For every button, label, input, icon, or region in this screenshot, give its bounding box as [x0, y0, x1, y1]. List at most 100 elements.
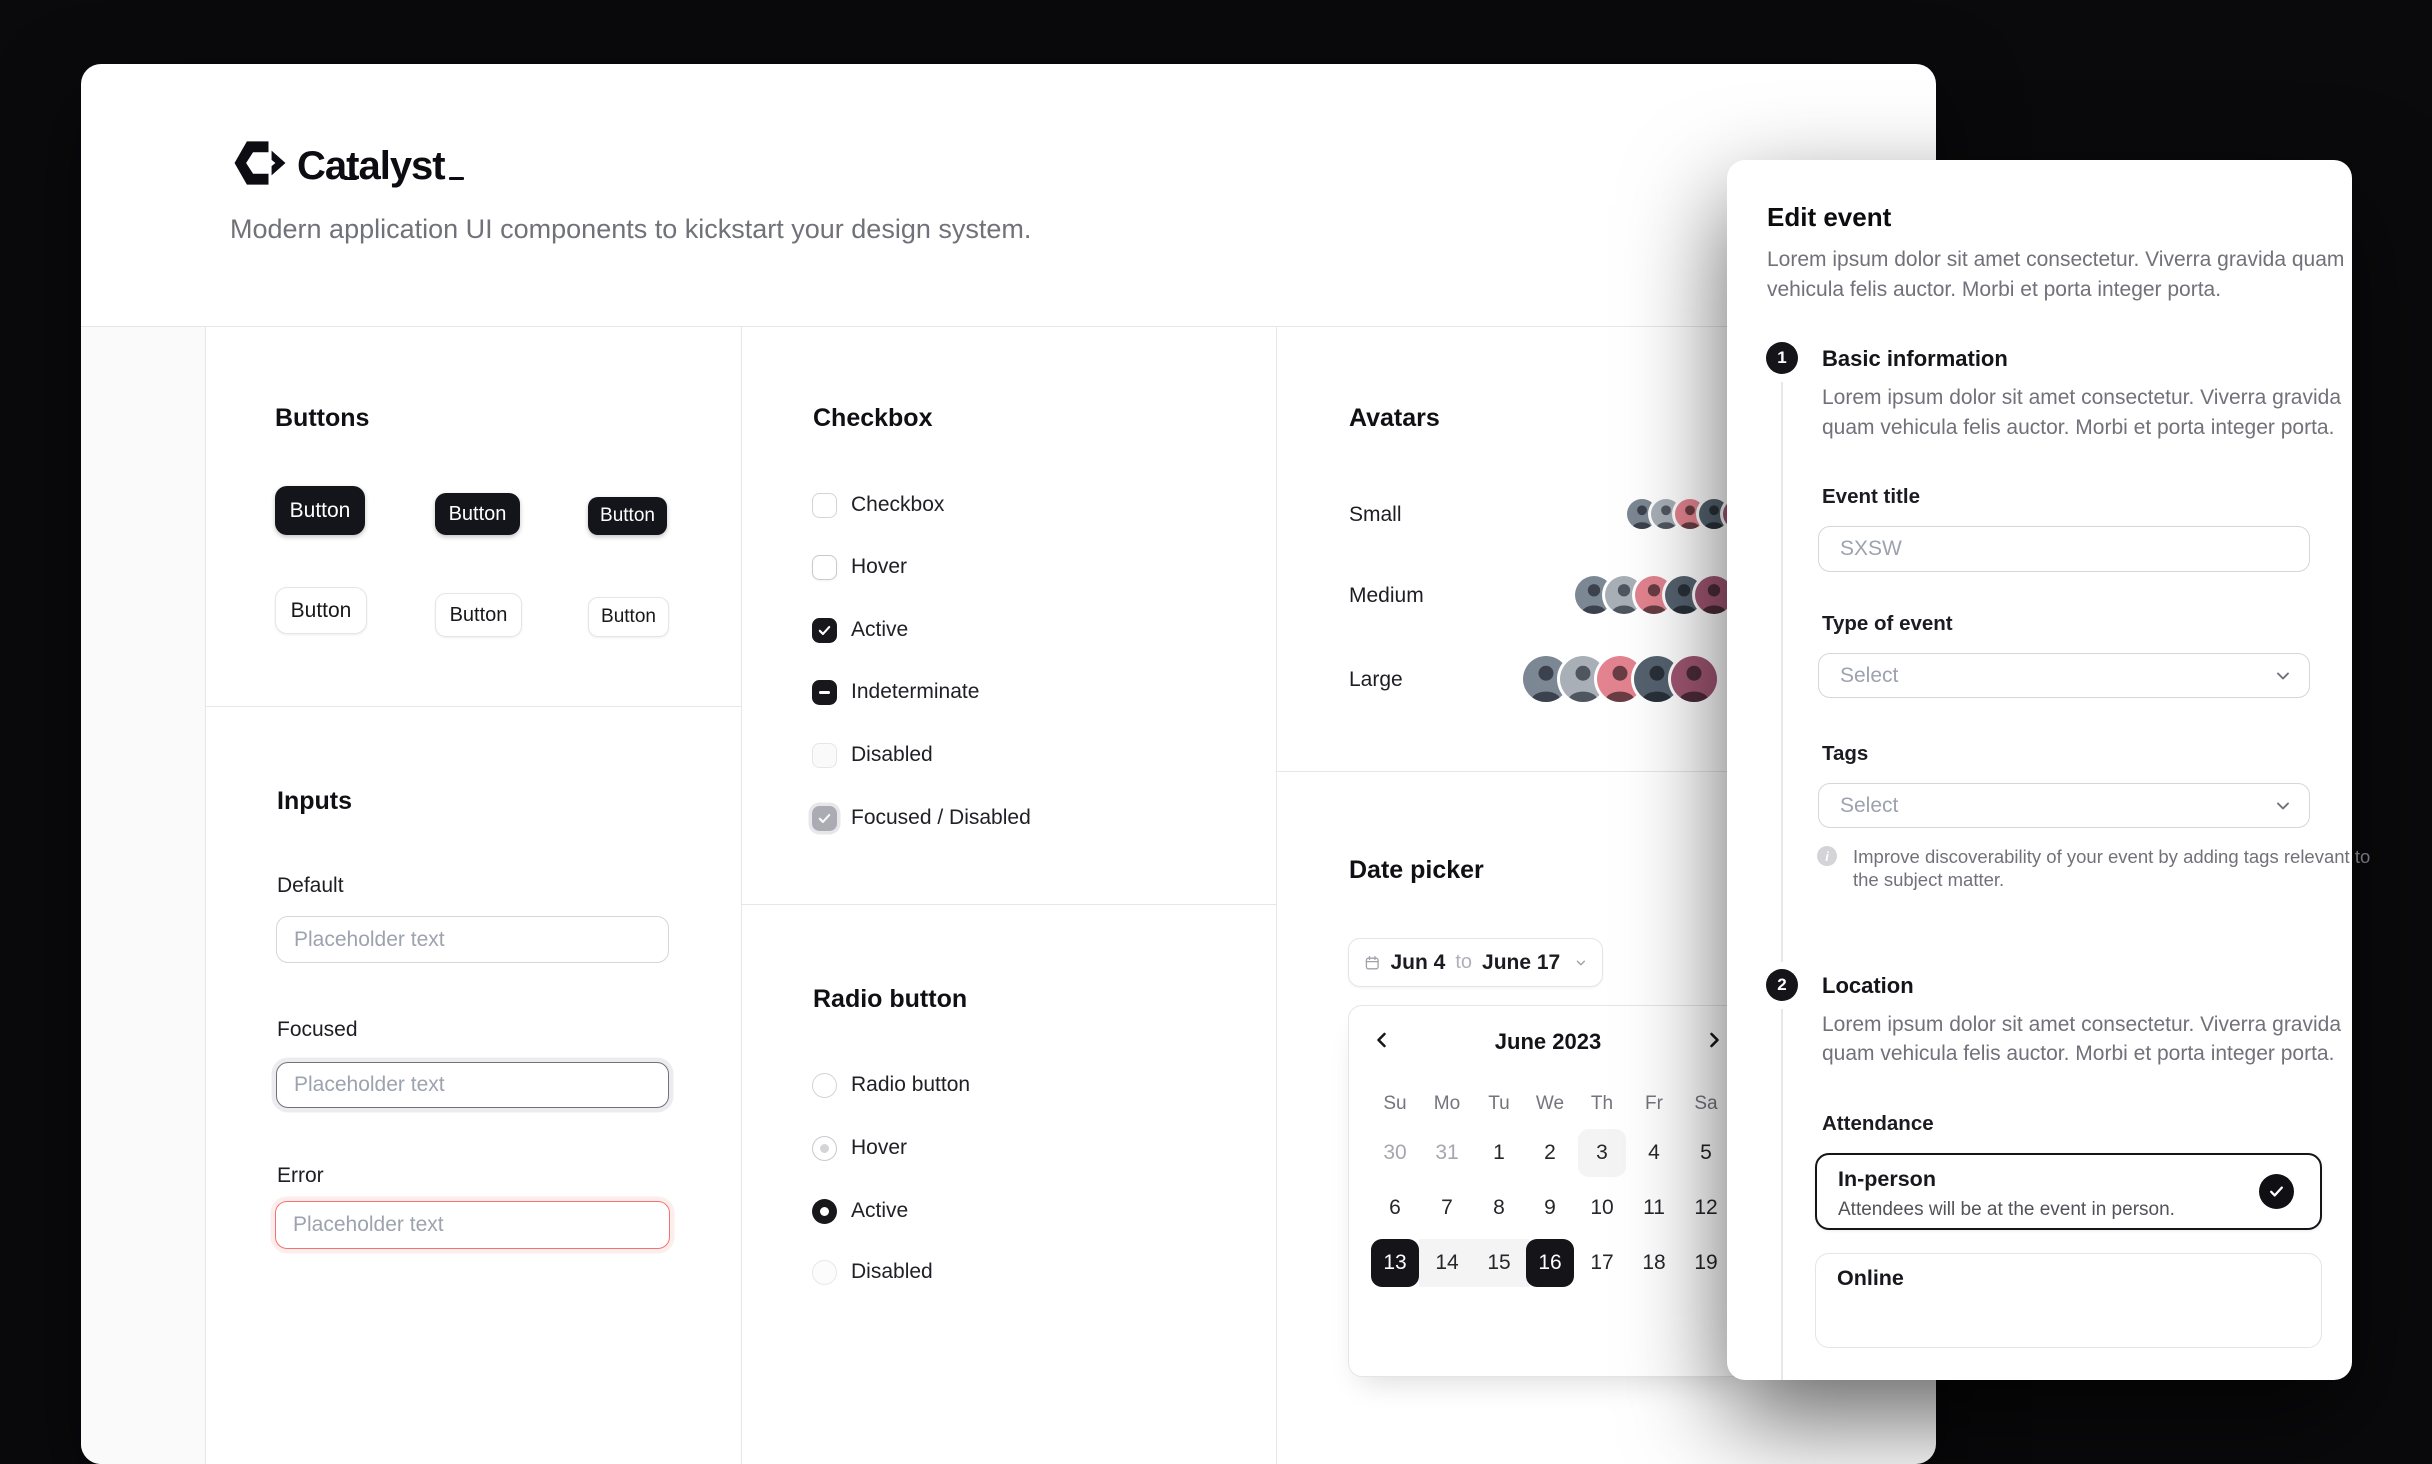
- type-of-event-select[interactable]: Select: [1818, 653, 2310, 698]
- range-separator: to: [1455, 951, 1473, 973]
- button-light-sm[interactable]: Button: [588, 597, 669, 637]
- radio-hover[interactable]: [812, 1135, 837, 1161]
- calendar-day[interactable]: 30: [1383, 1141, 1407, 1164]
- calendar-day[interactable]: 12: [1694, 1196, 1718, 1219]
- weekday: Sa: [1694, 1093, 1718, 1114]
- avatar: [1627, 499, 1657, 529]
- step-1-title: Basic information: [1822, 346, 2008, 371]
- checkbox-hover[interactable]: [812, 554, 837, 580]
- calendar-day[interactable]: 31: [1435, 1141, 1459, 1164]
- button-dark-sm[interactable]: Button: [588, 497, 667, 535]
- option-title: In-person: [1838, 1167, 1936, 1191]
- attendance-label: Attendance: [1822, 1112, 1934, 1135]
- calendar-day-selected[interactable]: 13: [1371, 1239, 1419, 1287]
- button-dark-md[interactable]: Button: [435, 493, 520, 535]
- calendar-day[interactable]: 7: [1441, 1196, 1453, 1219]
- calendar-day[interactable]: 9: [1544, 1196, 1556, 1219]
- attendance-option-in-person[interactable]: In-person Attendees will be at the event…: [1815, 1153, 2322, 1230]
- panel-title: Edit event: [1767, 202, 1892, 232]
- button-dark-lg[interactable]: Button: [275, 486, 365, 535]
- avatars-medium-label: Medium: [1349, 584, 1424, 607]
- calendar-day-in-range[interactable]: 14: [1435, 1251, 1459, 1274]
- calendar-next-button[interactable]: [1699, 1025, 1729, 1055]
- input-default-label: Default: [277, 874, 344, 897]
- step-2-title: Location: [1822, 973, 1914, 998]
- calendar-day[interactable]: 18: [1642, 1251, 1666, 1274]
- attendance-option-online[interactable]: Online: [1815, 1253, 2322, 1348]
- select-value: Select: [1840, 663, 1899, 687]
- indeterminate-dash-icon: [819, 690, 830, 694]
- calendar-day-selected[interactable]: 16: [1526, 1239, 1574, 1287]
- radio-default[interactable]: [812, 1072, 837, 1098]
- radio-label: Hover: [851, 1136, 908, 1159]
- check-icon: [818, 625, 831, 635]
- checkbox-active[interactable]: [812, 617, 837, 643]
- step-1-desc-line: Lorem ipsum dolor sit amet consectetur. …: [1822, 386, 2342, 409]
- button-light-lg[interactable]: Button: [275, 587, 367, 634]
- logo-underline: [344, 177, 357, 180]
- radio-row-default: Radio button: [812, 1072, 970, 1098]
- input-focused[interactable]: [276, 1062, 669, 1108]
- calendar-prev-button[interactable]: [1367, 1025, 1397, 1055]
- chevron-down-icon: [1577, 960, 1586, 965]
- radio-row-hover: Hover: [812, 1135, 907, 1161]
- left-gutter: [81, 327, 205, 1464]
- calendar-day-today[interactable]: 3: [1578, 1129, 1626, 1177]
- calendar-icon: [1365, 955, 1379, 969]
- calendar-day[interactable]: 2: [1544, 1141, 1556, 1164]
- avatar: [1634, 656, 1680, 702]
- type-of-event-label: Type of event: [1822, 612, 1953, 635]
- chevron-right-icon: [1710, 1032, 1719, 1048]
- calendar-day[interactable]: 10: [1590, 1196, 1614, 1219]
- calendar-day[interactable]: 6: [1389, 1196, 1401, 1219]
- calendar-day[interactable]: 4: [1648, 1141, 1660, 1164]
- checkbox-label: Disabled: [851, 743, 933, 766]
- calendar-day[interactable]: 1: [1493, 1141, 1505, 1164]
- input-error[interactable]: [275, 1201, 670, 1249]
- checkbox-row-active: Active: [812, 617, 908, 643]
- checkbox-indeterminate[interactable]: [812, 679, 837, 705]
- radio-label: Radio button: [851, 1073, 971, 1096]
- calendar-day[interactable]: 17: [1590, 1251, 1614, 1274]
- tags-select[interactable]: Select: [1818, 783, 2310, 828]
- calendar-day-in-range[interactable]: 15: [1487, 1251, 1511, 1274]
- checkbox-row-hover: Hover: [812, 554, 907, 580]
- calendar-day[interactable]: 8: [1493, 1196, 1505, 1219]
- step-number: 1: [1777, 348, 1787, 367]
- weekday: Tu: [1488, 1093, 1510, 1114]
- tags-note-line: the subject matter.: [1853, 869, 2005, 890]
- section-divider: [206, 706, 741, 707]
- step-1-desc-line: quam vehicula felis auctor. Morbi et por…: [1822, 416, 2335, 439]
- range-start: Jun 4: [1390, 950, 1446, 974]
- range-band: [1419, 1239, 1529, 1287]
- select-value: Select: [1840, 793, 1899, 817]
- radio-active[interactable]: [812, 1198, 837, 1224]
- step-connector: [1781, 382, 1783, 962]
- step-2-desc-line: Lorem ipsum dolor sit amet consectetur. …: [1822, 1013, 2342, 1036]
- avatars-large-label: Large: [1349, 668, 1403, 691]
- calendar-day[interactable]: 11: [1643, 1196, 1665, 1219]
- radio-row-active: Active: [812, 1198, 908, 1224]
- column-divider: [1276, 327, 1277, 1464]
- weekday: Mo: [1433, 1093, 1461, 1114]
- showcase-card: Catalyst Modern application UI component…: [81, 64, 1936, 1464]
- checkbox-disabled[interactable]: [812, 742, 837, 768]
- checkbox-label: Active: [851, 618, 909, 641]
- calendar-day[interactable]: 19: [1694, 1251, 1718, 1274]
- input-error-label: Error: [277, 1164, 324, 1187]
- checkbox-row-focused-disabled: Focused / Disabled: [812, 805, 1031, 831]
- event-title-input[interactable]: [1818, 526, 2310, 572]
- calendar-day[interactable]: 5: [1700, 1141, 1712, 1164]
- checkbox-default[interactable]: [812, 492, 837, 518]
- calendar: June 2023 Su Mo Tu We Th Fr Sa 30 31 1 2…: [1348, 1005, 1748, 1377]
- step-2-badge: 2: [1766, 969, 1798, 1001]
- input-default[interactable]: [276, 916, 669, 963]
- edit-event-panel: Edit event Lorem ipsum dolor sit amet co…: [1727, 160, 2370, 1380]
- avatar: [1695, 576, 1733, 614]
- info-icon: i: [1817, 846, 1837, 866]
- button-light-md[interactable]: Button: [435, 593, 522, 637]
- date-range-trigger[interactable]: Jun 4 to June 17: [1348, 938, 1603, 987]
- step-1-badge: 1: [1766, 342, 1798, 374]
- checkbox-focused-disabled[interactable]: [812, 805, 837, 831]
- radio-disabled[interactable]: [812, 1259, 837, 1285]
